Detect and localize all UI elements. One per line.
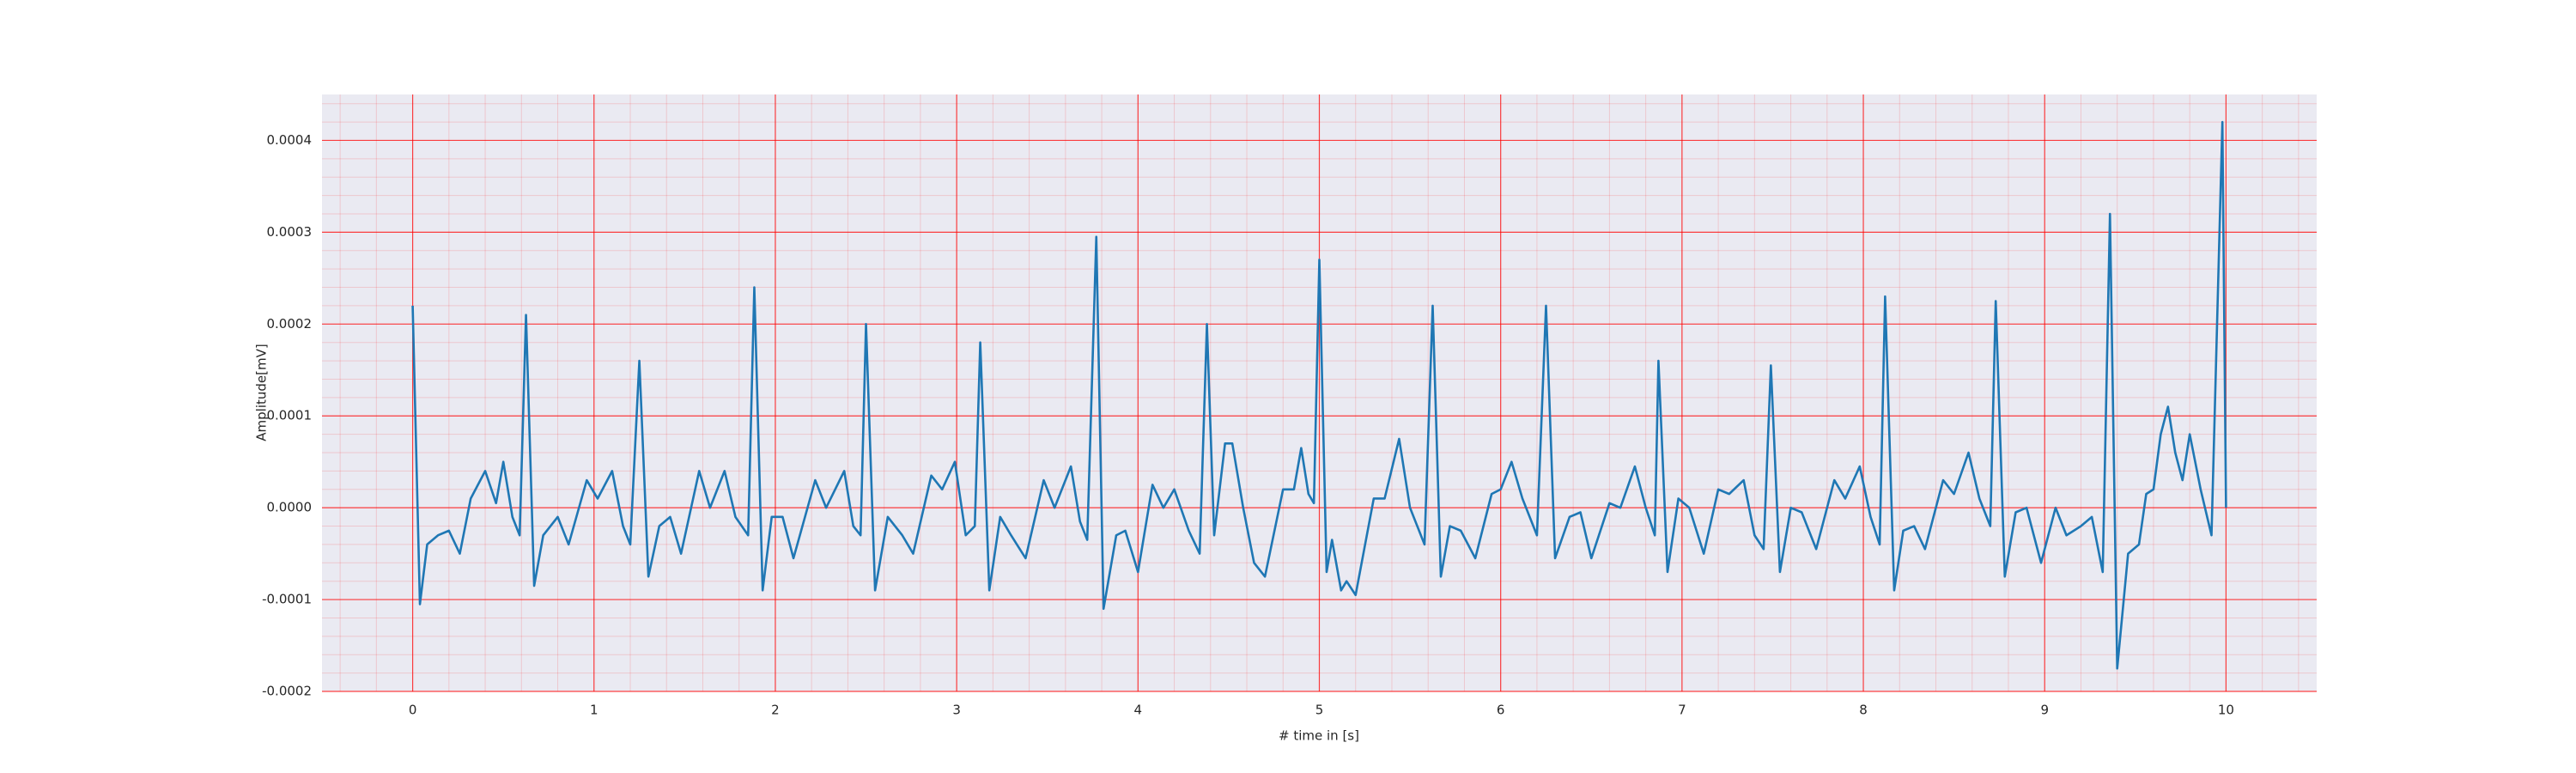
y-tick-label: 0.0001: [267, 408, 313, 423]
x-tick-label: 10: [2218, 703, 2234, 718]
y-tick-label: 0.0003: [267, 224, 313, 240]
y-tick-label: -0.0001: [262, 592, 312, 607]
y-tick-label: -0.0002: [262, 684, 312, 699]
x-tick-label: 3: [952, 703, 961, 718]
y-axis-label: Amplitude[mV]: [254, 344, 270, 441]
x-tick-label: 8: [1859, 703, 1868, 718]
y-tick-label: 0.0000: [267, 500, 313, 515]
signal-line: [411, 120, 2227, 670]
x-tick-label: 1: [590, 703, 598, 718]
x-tick-label: 0: [409, 703, 417, 718]
x-axis-label: # time in [s]: [1279, 728, 1359, 744]
y-tick-label: 0.0002: [267, 316, 313, 332]
y-tick-label: 0.0004: [267, 132, 313, 148]
x-tick-label: 6: [1497, 703, 1505, 718]
x-tick-label: 9: [2040, 703, 2049, 718]
x-tick-label: 5: [1315, 703, 1324, 718]
x-tick-label: 2: [771, 703, 780, 718]
x-tick-label: 4: [1134, 703, 1143, 718]
x-tick-label: 7: [1678, 703, 1686, 718]
